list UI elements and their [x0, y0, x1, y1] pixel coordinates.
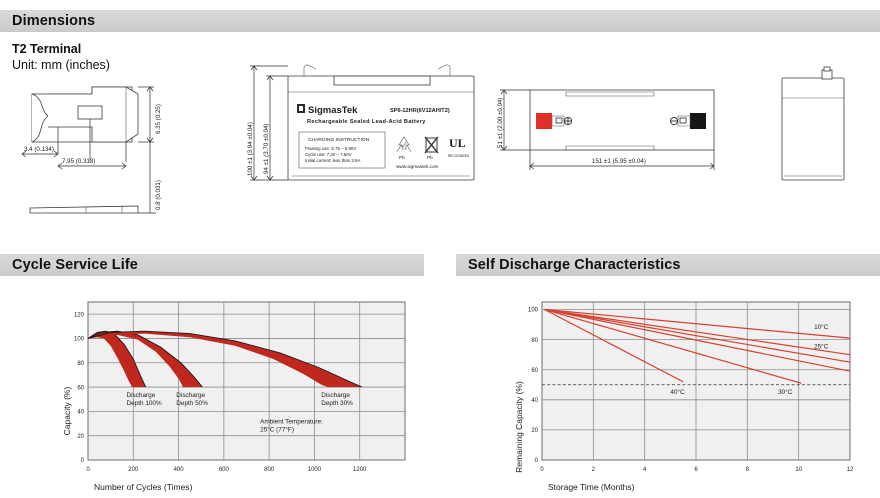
recycle-pb-label: Pb	[399, 155, 405, 160]
ytick-label: 40	[77, 410, 84, 416]
negative-terminal	[669, 113, 706, 129]
y-axis-title-self: Remaining Capacity (%)	[514, 381, 524, 473]
battery-model: SP6-12HR(6V12AH/T2)	[390, 108, 450, 114]
xtick-label: 1200	[353, 467, 367, 473]
chart-annotation-line2: Depth 100%	[126, 400, 161, 407]
section-title-dimensions: Dimensions	[12, 13, 96, 29]
xtick-label: 0	[540, 467, 544, 473]
dim-terminal-thickness: 0.8 (0.031)	[155, 180, 162, 210]
ytick-label: 0	[535, 458, 539, 464]
battery-end-view	[768, 58, 868, 198]
chart-self-discharge: 0 2 4 6 8 10 12 0 20 40 60 80 100 40°C 30°C 25°C 10°C Rem…	[500, 288, 870, 493]
xtick-label: 10	[795, 467, 802, 473]
ytick-label: 60	[531, 368, 538, 374]
series-label-25°C: 25°C	[814, 343, 829, 351]
self-discharge-curve	[544, 308, 851, 363]
battery-website: www.sigmastek.com	[396, 164, 439, 169]
xtick-label: 1000	[308, 467, 322, 473]
chart-annotation-line1: Ambient Temperature:	[260, 419, 323, 426]
series-label-40°C: 40°C	[670, 388, 685, 396]
section-header-cycle-service-life: Cycle Service Life	[0, 254, 424, 276]
xtick-label: 2	[592, 467, 596, 473]
dim-terminal-offset: 3.4 (0.134)	[24, 146, 54, 153]
dim-battery-width: 51 ±1 (2.00 ±0.04)	[497, 98, 504, 148]
positive-terminal	[536, 113, 573, 129]
ytick-label: 0	[81, 458, 85, 464]
ytick-label: 60	[77, 385, 84, 391]
self-discharge-curve	[544, 308, 802, 384]
ytick-label: 120	[74, 312, 85, 318]
cycle-band	[88, 331, 146, 388]
xtick-label: 6	[694, 467, 698, 473]
dim-total-height: 100 ±1 (3.94 ±0.04)	[247, 122, 254, 176]
section-header-self-discharge: Self Discharge Characteristics	[456, 254, 880, 276]
ytick-label: 100	[74, 337, 85, 343]
ul-sub-label: RECOGNIZED	[448, 154, 470, 158]
self-discharge-curve	[544, 308, 851, 372]
terminal-heading: T2 Terminal	[12, 42, 82, 56]
cycle-curve-upper	[87, 330, 203, 388]
xtick-label: 8	[746, 467, 750, 473]
chart-annotation-line1: Discharge	[126, 392, 155, 399]
battery-type-line: Rechargeable Sealed Lead-Acid Battery	[307, 119, 426, 125]
charging-line-1: Floating use: 6.75 – 6.90V	[305, 146, 356, 151]
ytick-label: 20	[77, 434, 84, 440]
t2-terminal-drawing: 6.35 (0.25) 3.4 (0.134) 7.95 (0.313) 0.8…	[14, 82, 224, 232]
xtick-label: 0	[86, 467, 90, 473]
crossed-bin-icon	[424, 136, 439, 154]
xtick-label: 400	[174, 467, 185, 473]
ytick-label: 80	[77, 361, 84, 367]
xtick-label: 12	[847, 467, 854, 473]
ytick-label: 100	[528, 308, 539, 314]
xtick-label: 4	[643, 467, 647, 473]
ytick-label: 40	[531, 398, 538, 404]
x-axis-title-cycle: Number of Cycles (Times)	[94, 482, 193, 492]
xtick-label: 800	[264, 467, 275, 473]
self-discharge-curve	[544, 308, 684, 383]
ytick-label: 80	[531, 338, 538, 344]
section-title-self-discharge: Self Discharge Characteristics	[468, 257, 681, 273]
ul-mark-text: UL	[449, 136, 466, 150]
battery-front-view: 100 ±1 (3.94 ±0.04) 94 ±1 (3.70 ±0.04) S…	[244, 58, 484, 198]
dim-container-height: 94 ±1 (3.70 ±0.04)	[263, 124, 270, 174]
xtick-label: 200	[128, 467, 139, 473]
terminal-unit-note: Unit: mm (inches)	[12, 58, 110, 72]
dim-terminal-height: 6.35 (0.25)	[155, 104, 162, 134]
cycle-band	[88, 331, 362, 388]
dim-terminal-width: 7.95 (0.313)	[62, 158, 95, 165]
chart-annotation-line2: 25°C (77°F)	[260, 426, 294, 434]
cycle-band	[88, 331, 203, 388]
cycle-curve-upper	[87, 330, 147, 388]
ul-mark-icon: UL	[449, 136, 466, 150]
chart-annotation-line1: Discharge	[321, 392, 350, 399]
self-discharge-curve	[544, 308, 851, 339]
xtick-label: 600	[219, 467, 230, 473]
chart-annotation-line2: Depth 30%	[321, 400, 353, 407]
bin-pb-label: Pb	[427, 155, 433, 160]
y-axis-title-cycle: Capacity (%)	[62, 387, 72, 436]
charging-title: CHARGING INSTRUCTION	[308, 137, 370, 143]
section-title-cycle-service-life: Cycle Service Life	[12, 257, 138, 273]
dim-battery-length: 151 ±1 (5.95 ±0.04)	[592, 158, 646, 165]
recycle-icon	[396, 136, 412, 153]
chart-annotation-line2: Depth 50%	[176, 400, 208, 407]
charging-line-2: Cycle use: 7.20 – 7.50V	[305, 152, 352, 157]
cycle-curve-upper	[87, 330, 363, 388]
battery-top-view: 51 ±1 (2.00 ±0.04) 151 ±1 (5.95 ±0.04)	[494, 58, 754, 198]
series-label-30°C: 30°C	[778, 388, 793, 396]
charging-line-3: Initial current: less than 3.6A	[305, 158, 360, 163]
self-discharge-curve	[544, 308, 851, 356]
x-axis-title-self: Storage Time (Months)	[548, 482, 635, 492]
battery-brand: SigmasTek	[308, 105, 358, 116]
chart-annotation-line1: Discharge	[176, 392, 205, 399]
section-header-dimensions: Dimensions	[0, 10, 880, 32]
series-label-10°C: 10°C	[814, 323, 829, 331]
ytick-label: 20	[531, 428, 538, 434]
chart-cycle-service-life: 0 200 400 600 800 1000 1200 0 20 40 60 80 100 120 Disc…	[50, 288, 430, 493]
